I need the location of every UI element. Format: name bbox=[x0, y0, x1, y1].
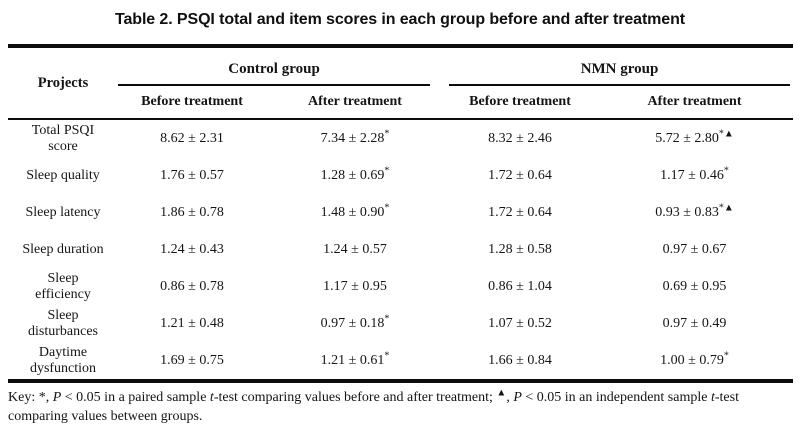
table-header: Projects Control group NMN group Before … bbox=[8, 46, 794, 119]
value-cell: 5.72 ± 2.80*▲ bbox=[655, 127, 734, 146]
table-row-sleep-latency: Sleep latency 1.86 ± 0.78 1.48 ± 0.90* 1… bbox=[8, 194, 793, 231]
value-cell: 0.97 ± 0.67 bbox=[662, 241, 727, 257]
table-row-sleep-efficiency: Sleep efficiency 0.86 ± 0.78 1.17 ± 0.95 … bbox=[8, 268, 793, 305]
control-after-header: After treatment bbox=[308, 94, 402, 109]
table-row-sleep-disturbances: Sleep disturbances 1.21 ± 0.48 0.97 ± 0.1… bbox=[8, 305, 793, 342]
value-cell: 7.34 ± 2.28* bbox=[320, 127, 390, 146]
value-cell: 1.00 ± 0.79* bbox=[660, 349, 729, 368]
group-header-row: Projects Control group NMN group bbox=[8, 46, 793, 91]
table-row-sleep-quality: Sleep quality 1.76 ± 0.57 1.28 ± 0.69* 1… bbox=[8, 157, 793, 194]
value-cell: 0.97 ± 0.18* bbox=[320, 312, 390, 331]
value-cell: 1.66 ± 0.84 bbox=[488, 352, 552, 368]
value-cell: 1.28 ± 0.58 bbox=[488, 241, 552, 257]
value-cell: 1.17 ± 0.95 bbox=[323, 278, 387, 294]
control-before-header: Before treatment bbox=[141, 94, 243, 109]
value-cell: 1.76 ± 0.57 bbox=[160, 167, 224, 183]
value-cell: 1.17 ± 0.46* bbox=[660, 164, 729, 183]
value-cell: 8.32 ± 2.46 bbox=[488, 130, 552, 146]
value-cell: 1.86 ± 0.78 bbox=[160, 204, 224, 220]
project-cell: Sleep disturbances bbox=[28, 307, 98, 339]
value-cell: 8.62 ± 2.31 bbox=[160, 130, 224, 146]
value-cell: 0.86 ± 1.04 bbox=[488, 278, 552, 294]
key-line-1: Key: *, P < 0.05 in a paired sample t-te… bbox=[8, 387, 739, 405]
table-title: Table 2. PSQI total and item scores in e… bbox=[114, 11, 686, 28]
table-key-footnote: Key: *, P < 0.05 in a paired sample t-te… bbox=[8, 388, 792, 426]
value-cell: 1.21 ± 0.48 bbox=[160, 315, 224, 331]
subheader-row: Before treatment After treatment Before … bbox=[8, 86, 793, 119]
value-cell: 1.69 ± 0.75 bbox=[160, 352, 224, 368]
value-cell: 1.24 ± 0.57 bbox=[323, 241, 387, 257]
project-cell: Total PSQI score bbox=[31, 122, 95, 154]
psqi-scores-table: Projects Control group NMN group Before … bbox=[8, 44, 794, 383]
value-cell: 1.72 ± 0.64 bbox=[488, 204, 552, 220]
value-cell: 0.86 ± 0.78 bbox=[160, 278, 224, 294]
project-cell: Daytime dysfunction bbox=[29, 344, 97, 376]
value-cell: 0.97 ± 0.49 bbox=[662, 315, 727, 331]
table-row-sleep-duration: Sleep duration 1.24 ± 0.43 1.24 ± 0.57 1… bbox=[8, 231, 793, 268]
nmn-before-header: Before treatment bbox=[469, 94, 571, 109]
value-cell: 1.21 ± 0.61* bbox=[320, 349, 390, 368]
projects-column-header: Projects bbox=[37, 74, 89, 91]
project-cell: Sleep efficiency bbox=[35, 270, 91, 302]
key-line-2: comparing values between groups. bbox=[8, 409, 203, 424]
project-cell: Sleep quality bbox=[26, 167, 100, 183]
project-cell: Sleep latency bbox=[25, 204, 101, 220]
triangle-marker: ▲ bbox=[496, 387, 507, 399]
value-cell: 1.28 ± 0.69* bbox=[320, 164, 390, 183]
table-row-total-psqi: Total PSQI score 8.62 ± 2.31 7.34 ± 2.28*… bbox=[8, 119, 793, 157]
value-cell: 1.72 ± 0.64 bbox=[488, 167, 552, 183]
value-cell: 1.07 ± 0.52 bbox=[488, 315, 552, 331]
project-cell: Sleep duration bbox=[22, 241, 104, 257]
value-cell: 1.24 ± 0.43 bbox=[160, 241, 224, 257]
value-cell: 0.69 ± 0.95 bbox=[662, 278, 727, 294]
nmn-group-label: NMN group bbox=[449, 61, 791, 86]
nmn-group-header: NMN group bbox=[444, 46, 793, 86]
control-group-header: Control group bbox=[118, 46, 444, 86]
nmn-after-header: After treatment bbox=[647, 94, 742, 109]
table-row-daytime-dysfunction: Daytime dysfunction 1.69 ± 0.75 1.21 ± 0.… bbox=[8, 342, 793, 381]
table-body: Total PSQI score 8.62 ± 2.31 7.34 ± 2.28*… bbox=[8, 119, 793, 381]
control-group-label: Control group bbox=[118, 61, 431, 86]
value-cell: 0.93 ± 0.83*▲ bbox=[655, 201, 734, 220]
value-cell: 1.48 ± 0.90* bbox=[320, 201, 390, 220]
